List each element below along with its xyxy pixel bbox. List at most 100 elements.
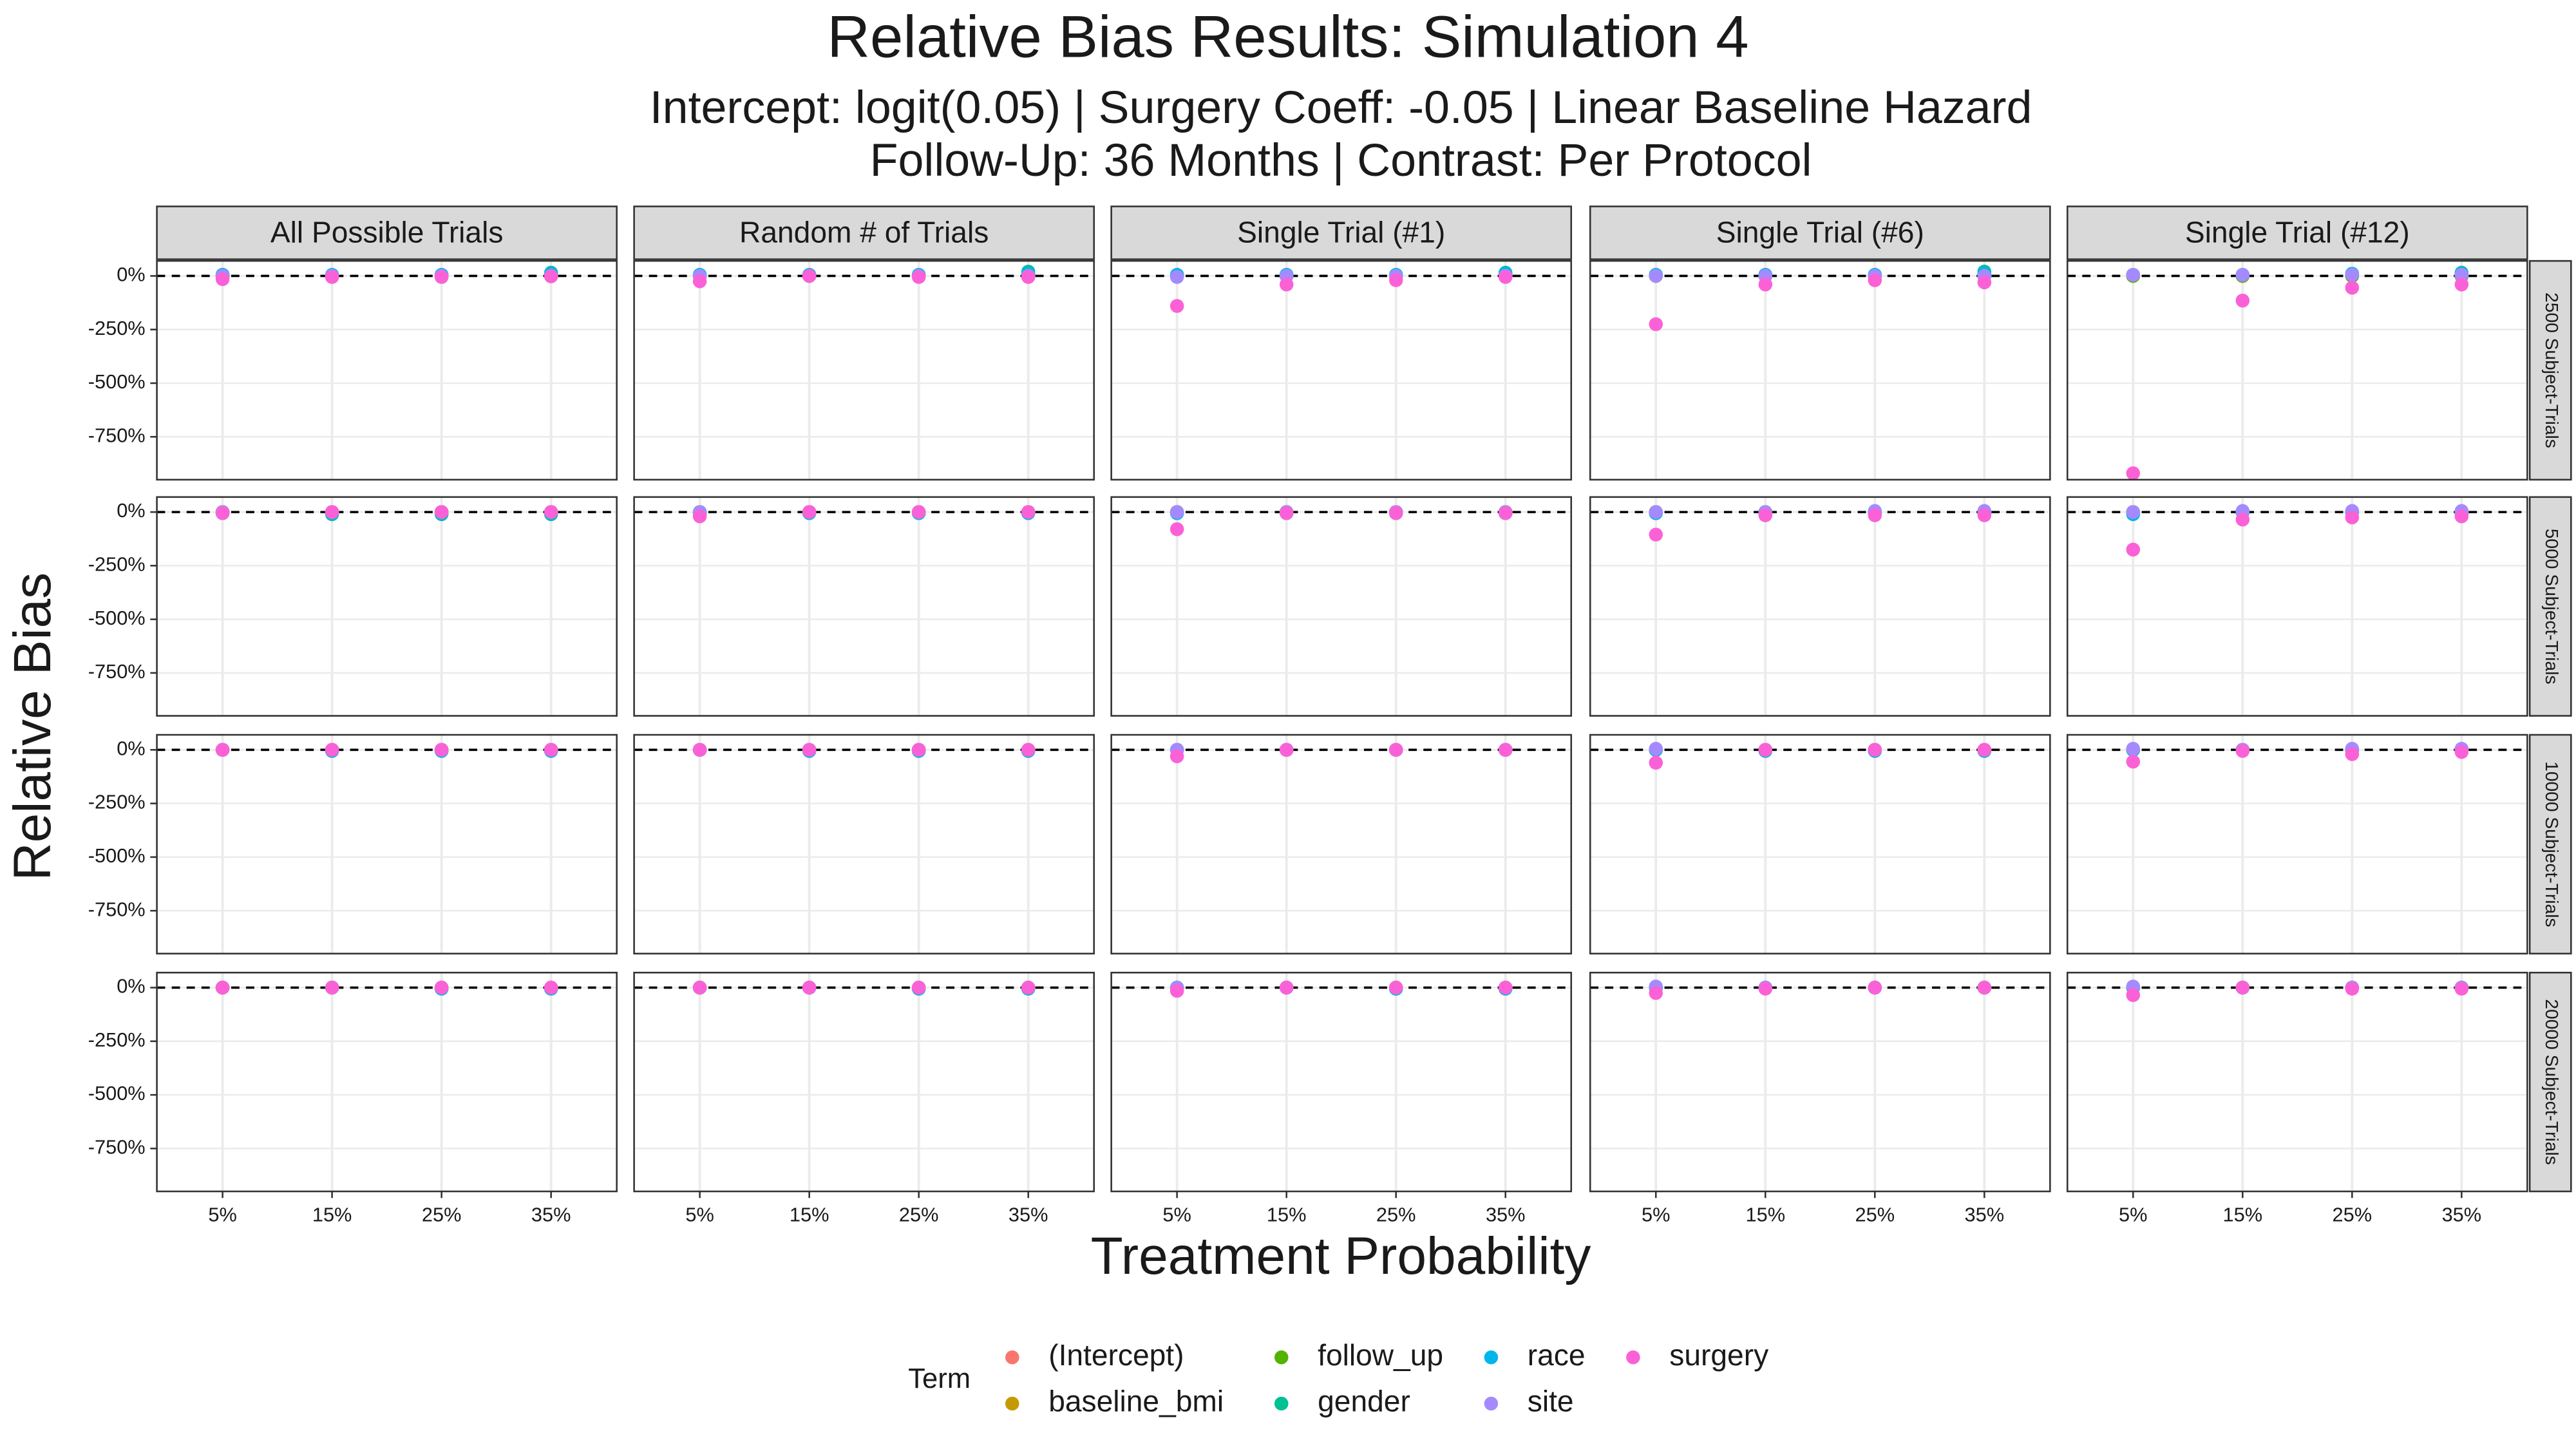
point: [1977, 275, 1992, 290]
point: [692, 509, 707, 524]
point: [1868, 273, 1882, 287]
panel-border: [156, 260, 618, 481]
point: [215, 980, 230, 995]
x-tick-label: 15%: [790, 1204, 829, 1226]
point: [2126, 466, 2141, 480]
panel-border: [2066, 496, 2528, 717]
row-strip: [2528, 971, 2572, 1193]
row-strip-label: 2500 Subject-Trials: [2542, 292, 2562, 448]
point: [1021, 980, 1036, 995]
panel-background: [156, 497, 617, 716]
point: [1977, 980, 1992, 995]
point: [1388, 980, 1403, 995]
point: [1758, 508, 1773, 522]
y-tick-label: -750%: [88, 660, 146, 683]
point: [434, 743, 449, 757]
point: [434, 270, 449, 284]
point: [1977, 508, 1992, 522]
y-tick-label: -750%: [88, 1136, 146, 1159]
point: [1649, 505, 1663, 519]
point: [325, 505, 339, 519]
chart-title: Relative Bias Results: Simulation 4: [827, 3, 1748, 70]
point: [1279, 980, 1294, 995]
panel-background: [1590, 497, 2050, 716]
panel-background: [1111, 497, 1571, 716]
panel-background: [1590, 261, 2050, 480]
panel-border: [1110, 734, 1573, 955]
point: [802, 980, 817, 995]
point: [1868, 743, 1882, 757]
point: [1170, 749, 1184, 764]
point: [544, 980, 558, 995]
panel-border: [2066, 971, 2528, 1193]
point: [1498, 980, 1513, 995]
panel-background: [1111, 972, 1571, 1191]
column-strip-label: Random # of Trials: [739, 215, 989, 249]
column-strip: [156, 205, 618, 260]
y-tick-label: -500%: [88, 844, 146, 867]
chart-subtitle: Follow-Up: 36 Months | Contrast: Per Pro…: [870, 135, 1812, 186]
point: [1649, 741, 1663, 756]
panel-background: [1111, 735, 1571, 954]
x-tick-label: 15%: [2223, 1204, 2263, 1226]
point: [2454, 268, 2469, 282]
legend-label: (Intercept): [1048, 1338, 1184, 1372]
row-strip: [2528, 260, 2572, 481]
point: [2235, 293, 2250, 308]
panel-border: [1589, 496, 2051, 717]
x-tick-label: 25%: [1855, 1204, 1895, 1226]
legend-label: site: [1528, 1385, 1574, 1418]
point: [1649, 317, 1663, 332]
panel-border: [2066, 260, 2528, 481]
x-tick-label: 25%: [1376, 1204, 1416, 1226]
point: [2454, 277, 2469, 292]
point: [2454, 509, 2469, 524]
point: [692, 980, 707, 995]
point: [2345, 747, 2360, 761]
row-strip: [2528, 496, 2572, 717]
point: [325, 980, 339, 995]
panel-background: [634, 497, 1094, 716]
panel-background: [1590, 735, 2050, 954]
x-tick-label: 35%: [1965, 1204, 2005, 1226]
row-strip-label: 10000 Subject-Trials: [2542, 761, 2562, 927]
point: [1868, 508, 1882, 522]
row-strip-label: 20000 Subject-Trials: [2542, 999, 2562, 1164]
panel-background: [156, 735, 617, 954]
point: [2235, 512, 2250, 527]
y-tick-label: 0%: [117, 737, 145, 759]
column-strip-label: Single Trial (#12): [2185, 215, 2410, 249]
column-strip-label: Single Trial (#1): [1237, 215, 1445, 249]
point: [802, 505, 817, 519]
point: [2235, 268, 2250, 282]
row-strip-label: 5000 Subject-Trials: [2542, 529, 2562, 685]
point: [802, 743, 817, 757]
point: [2454, 744, 2469, 759]
point: [911, 980, 926, 995]
point: [325, 743, 339, 757]
point: [544, 505, 558, 519]
column-strip: [1589, 205, 2051, 260]
panel-background: [156, 261, 617, 480]
panel-border: [1110, 260, 1573, 481]
y-tick-label: -500%: [88, 370, 146, 393]
point: [1388, 743, 1403, 757]
legend-marker: [1274, 1350, 1289, 1365]
column-strip: [2066, 205, 2528, 260]
point: [544, 743, 558, 757]
point: [1498, 506, 1513, 520]
point: [1758, 743, 1773, 757]
x-tick-label: 15%: [312, 1204, 352, 1226]
point: [434, 505, 449, 519]
point: [1388, 506, 1403, 520]
y-tick-label: 0%: [117, 263, 145, 286]
point: [544, 269, 558, 283]
panel-border: [156, 971, 618, 1193]
point: [215, 506, 230, 520]
panel-border: [1110, 971, 1573, 1193]
point: [325, 270, 339, 284]
panel-border: [633, 971, 1095, 1193]
panel-border: [633, 260, 1095, 481]
panel-border: [1589, 260, 2051, 481]
panel-background: [1111, 261, 1571, 480]
